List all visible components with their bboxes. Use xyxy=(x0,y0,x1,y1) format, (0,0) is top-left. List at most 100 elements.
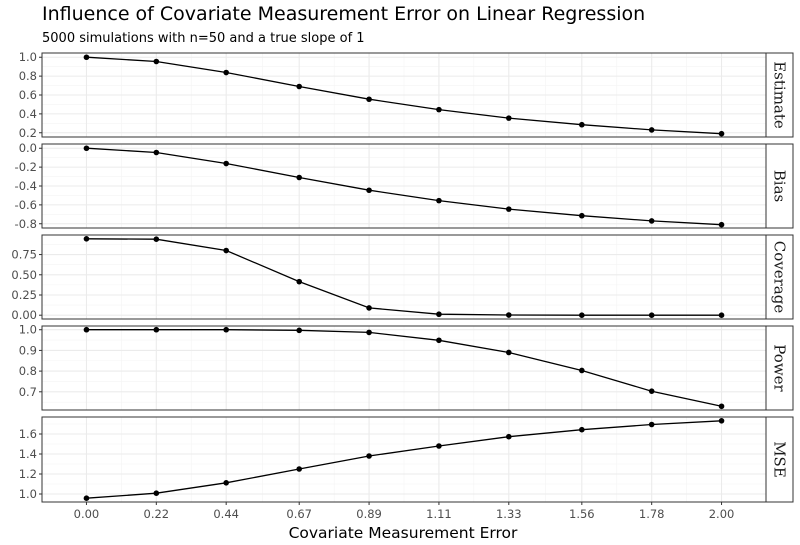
data-point xyxy=(366,187,372,194)
facet-strip-label: Power xyxy=(771,344,789,392)
y-tick-label: 1.6 xyxy=(19,427,37,441)
data-point xyxy=(223,480,229,486)
data-point xyxy=(223,326,229,333)
y-tick-label: 0.00 xyxy=(11,308,37,322)
panel-bias: -0.8 -0.6 -0.4 -0.2 0.0 Bias xyxy=(15,141,794,231)
data-point xyxy=(718,403,725,410)
data-point xyxy=(436,443,442,449)
x-tick-label: 0.44 xyxy=(213,507,239,521)
data-point xyxy=(296,278,303,285)
x-tick-label: 1.33 xyxy=(496,507,522,521)
data-point xyxy=(648,388,655,394)
x-tick-label: 0.22 xyxy=(144,507,170,521)
data-point xyxy=(648,127,655,133)
facet-strip xyxy=(765,52,794,138)
data-point xyxy=(223,247,229,254)
chart-subtitle: 5000 simulations with n=50 and a true sl… xyxy=(42,31,365,46)
data-point xyxy=(153,326,160,333)
y-tick-label: 0.75 xyxy=(11,248,37,262)
y-tick-label: -0.6 xyxy=(15,198,37,212)
data-point xyxy=(579,121,585,128)
facet-strip-label: Estimate xyxy=(771,61,789,129)
data-point xyxy=(296,466,303,472)
y-tick-label: 0.0 xyxy=(19,141,37,155)
facet-strip xyxy=(765,416,794,503)
data-point xyxy=(153,490,160,497)
data-point xyxy=(579,367,585,374)
data-point xyxy=(436,106,442,113)
x-tick-label: 0.89 xyxy=(356,507,382,521)
facet-strip-label: Bias xyxy=(771,170,789,202)
data-point xyxy=(296,174,303,181)
y-tick-label: 0.8 xyxy=(19,364,37,378)
data-point xyxy=(366,96,372,103)
y-tick-label: -0.8 xyxy=(15,217,37,231)
data-point xyxy=(579,312,585,319)
data-point xyxy=(436,311,442,318)
chart-title: Influence of Covariate Measurement Error… xyxy=(42,3,646,25)
data-point xyxy=(718,130,725,137)
panel-power: 0.7 0.8 0.9 1.0 Power xyxy=(19,323,794,411)
y-tick-label: 0.4 xyxy=(19,107,37,121)
y-tick-label: 0.9 xyxy=(19,343,37,357)
data-point xyxy=(505,206,512,212)
data-point xyxy=(648,312,655,319)
series-line-bias xyxy=(86,147,722,226)
x-tick-label: 0.67 xyxy=(286,507,312,521)
x-tick-label: 1.78 xyxy=(639,507,665,521)
y-tick-label: 1.0 xyxy=(19,50,37,64)
data-point xyxy=(718,221,725,228)
y-tick-label: -0.4 xyxy=(15,179,37,193)
x-tick-label: 1.11 xyxy=(426,507,452,521)
x-tick-label: 1.56 xyxy=(569,507,595,521)
series-line-mse xyxy=(86,420,722,499)
series-line-estimate xyxy=(86,56,722,135)
data-point xyxy=(296,327,303,334)
y-tick-label: 0.7 xyxy=(19,385,37,399)
data-point xyxy=(505,349,512,356)
data-point xyxy=(505,115,512,121)
data-point xyxy=(505,312,512,318)
data-point xyxy=(579,426,585,433)
y-tick-label: 0.2 xyxy=(19,126,37,140)
data-point xyxy=(505,433,512,440)
panel-mse: 1.0 1.2 1.4 1.6 MSE xyxy=(19,416,794,503)
data-point xyxy=(83,326,90,333)
data-point xyxy=(223,160,229,167)
data-point xyxy=(83,495,90,502)
data-point xyxy=(366,453,372,459)
data-point xyxy=(153,58,160,65)
series-line-power xyxy=(86,329,722,407)
data-point xyxy=(436,337,442,344)
y-tick-label: 0.25 xyxy=(11,288,37,302)
y-tick-label: 0.8 xyxy=(19,69,37,83)
x-axis-title: Covariate Measurement Error xyxy=(289,524,518,542)
x-axis: 0.00 0.22 0.44 0.67 0.89 1.11 1.33 1.56 1.78 2.00 xyxy=(74,502,735,521)
y-tick-label: 1.0 xyxy=(19,323,37,337)
y-tick-label: 1.2 xyxy=(19,467,37,481)
facet-strip-label: Coverage xyxy=(771,241,789,314)
data-point xyxy=(579,212,585,219)
data-point xyxy=(436,197,442,204)
x-tick-label: 2.00 xyxy=(709,507,735,521)
data-point xyxy=(223,69,229,76)
y-tick-label: -0.2 xyxy=(15,160,37,174)
y-tick-label: 1.4 xyxy=(19,447,37,461)
data-point xyxy=(153,149,160,156)
data-point xyxy=(83,54,90,61)
y-tick-label: 1.0 xyxy=(19,487,37,501)
series-line-coverage xyxy=(86,238,722,316)
y-tick-label: 0.50 xyxy=(11,268,37,282)
y-tick-label: 0.6 xyxy=(19,88,37,102)
data-point xyxy=(366,329,372,336)
data-point xyxy=(366,305,372,311)
data-point xyxy=(648,218,655,224)
facet-strip xyxy=(765,325,794,411)
panel-estimate: 0.2 0.4 0.6 0.8 1.0 Estimate xyxy=(19,50,794,140)
data-point xyxy=(648,421,655,428)
panels-layer: 0.2 0.4 0.6 0.8 1.0 Estimate -0.8 -0.6 -0.4 -0.2 0… xyxy=(11,50,794,503)
data-point xyxy=(718,418,725,424)
facet-strip xyxy=(765,234,794,320)
data-point xyxy=(83,235,90,242)
data-point xyxy=(718,312,725,319)
